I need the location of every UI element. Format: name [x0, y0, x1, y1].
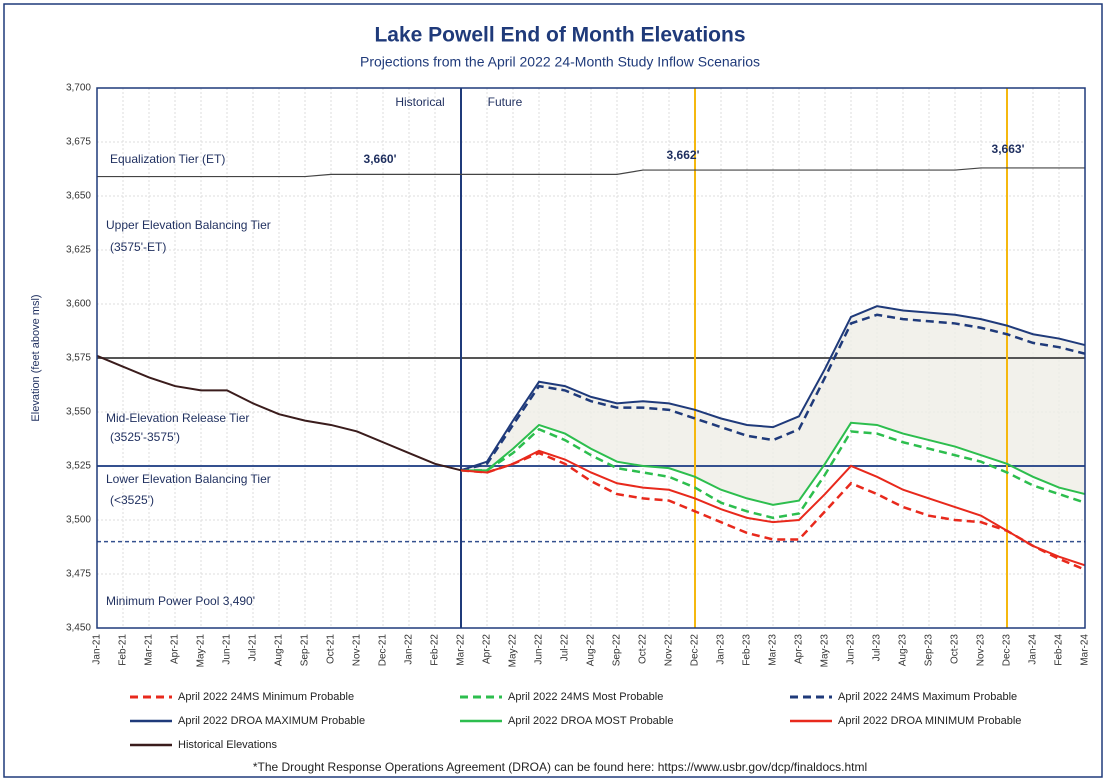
y-tick-label: 3,700: [66, 83, 91, 94]
series-line: [460, 451, 1086, 571]
annotation: Lower Elevation Balancing Tier: [106, 472, 271, 486]
x-tick-label: Apr-23: [794, 634, 805, 664]
x-tick-label: Apr-21: [170, 634, 181, 664]
equalization-tier-line: [97, 167, 1085, 178]
x-tick-label: May-22: [508, 634, 519, 668]
chart-title: Lake Powell End of Month Elevations: [374, 24, 745, 47]
x-tick-label: Dec-21: [378, 634, 389, 667]
y-axis-label: Elevation (feet above msl): [30, 294, 42, 421]
y-tick-label: 3,500: [66, 515, 91, 526]
annotation: Minimum Power Pool 3,490': [106, 594, 255, 608]
x-tick-label: Jun-21: [222, 634, 233, 665]
series-line: [461, 427, 1086, 520]
x-tick-label: Mar-23: [768, 634, 779, 666]
x-tick-label: Oct-22: [638, 634, 649, 664]
x-tick-label: Nov-21: [352, 634, 363, 667]
y-tick-label: 3,650: [66, 191, 91, 202]
x-tick-label: Nov-23: [976, 634, 987, 667]
x-tick-label: Aug-21: [274, 634, 285, 667]
annotation: (<3525'): [110, 493, 154, 507]
series-line: [460, 449, 1086, 567]
x-tick-label: Dec-23: [1002, 634, 1013, 667]
annotation: 3,663': [992, 142, 1025, 156]
x-tick-label: Oct-21: [326, 634, 337, 664]
y-tick-label: 3,575: [66, 353, 91, 364]
legend-label: April 2022 24MS Minimum Probable: [178, 691, 354, 703]
annotation: 3,662': [667, 148, 700, 162]
x-tick-label: Jan-22: [404, 634, 415, 665]
x-tick-label: Mar-24: [1080, 634, 1091, 666]
annotation: (3575'-ET): [110, 240, 166, 254]
legend-label: April 2022 DROA MAXIMUM Probable: [178, 715, 365, 727]
y-tick-label: 3,675: [66, 137, 91, 148]
legend-label: Historical Elevations: [178, 739, 278, 751]
x-tick-label: Mar-21: [144, 634, 155, 666]
y-tick-label: 3,450: [66, 623, 91, 634]
y-tick-label: 3,475: [66, 569, 91, 580]
x-tick-label: Jun-23: [846, 634, 857, 665]
y-tick-label: 3,550: [66, 407, 91, 418]
annotation: Future: [488, 95, 523, 109]
x-tick-label: Aug-22: [586, 634, 597, 667]
x-tick-label: Mar-22: [456, 634, 467, 666]
x-tick-label: May-23: [820, 634, 831, 668]
x-tick-label: Jun-22: [534, 634, 545, 665]
footnote: *The Drought Response Operations Agreeme…: [253, 760, 867, 774]
y-tick-label: 3,525: [66, 461, 91, 472]
y-tick-label: 3,600: [66, 299, 91, 310]
legend-label: April 2022 DROA MOST Probable: [508, 715, 673, 727]
y-tick-label: 3,625: [66, 245, 91, 256]
series-line: [460, 305, 1086, 472]
series-line: [461, 421, 1086, 506]
x-tick-label: Jan-23: [716, 634, 727, 665]
x-tick-label: May-21: [196, 634, 207, 668]
x-tick-label: Oct-23: [950, 634, 961, 664]
annotation: Mid-Elevation Release Tier: [106, 411, 249, 425]
x-tick-label: Feb-24: [1054, 634, 1065, 666]
annotation: 3,660': [364, 152, 397, 166]
x-tick-label: Feb-22: [430, 634, 441, 666]
x-tick-label: Sep-23: [924, 634, 935, 667]
chart-subtitle: Projections from the April 2022 24-Month…: [360, 54, 760, 70]
x-tick-label: Dec-22: [690, 634, 701, 667]
x-tick-label: Apr-22: [482, 634, 493, 664]
x-tick-label: Feb-21: [118, 634, 129, 666]
x-tick-label: Jul-22: [560, 634, 571, 662]
range-band: [461, 306, 1085, 505]
annotation: Historical: [395, 95, 444, 109]
x-tick-label: Jan-24: [1028, 634, 1039, 665]
plot-border: [96, 87, 1086, 629]
legend-label: April 2022 24MS Maximum Probable: [838, 691, 1017, 703]
x-tick-label: Jul-23: [872, 634, 883, 662]
x-tick-label: Jul-21: [248, 634, 259, 662]
annotation: Equalization Tier (ET): [110, 152, 225, 166]
annotation: (3525'-3575'): [110, 430, 180, 444]
legend-label: April 2022 24MS Most Probable: [508, 691, 663, 703]
x-tick-label: Aug-23: [898, 634, 909, 667]
x-tick-label: Nov-22: [664, 634, 675, 667]
x-tick-label: Sep-21: [300, 634, 311, 667]
x-tick-label: Jan-21: [92, 634, 103, 665]
annotation: Upper Elevation Balancing Tier: [106, 218, 271, 232]
series-line: [96, 354, 462, 472]
x-tick-label: Sep-22: [612, 634, 623, 667]
x-tick-label: Feb-23: [742, 634, 753, 666]
series-line: [460, 313, 1086, 472]
legend-label: April 2022 DROA MINIMUM Probable: [838, 715, 1021, 727]
